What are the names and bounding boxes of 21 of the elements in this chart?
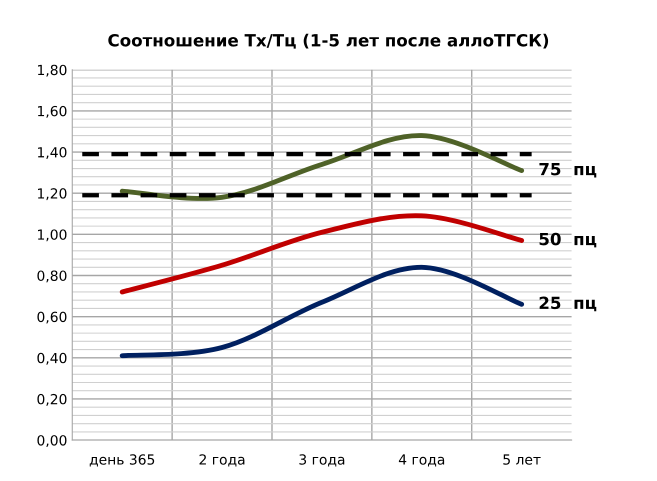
line-series: [120, 213, 524, 294]
x-tick-label: 4 года: [398, 454, 444, 466]
x-tick-label: 5 лет: [503, 454, 541, 465]
y-tick-label: 0,60: [37, 312, 66, 324]
y-tick-label: 0,00: [37, 435, 66, 448]
x-tick-label: 3 года: [299, 454, 344, 466]
y-tick-label: 1,40: [38, 147, 66, 159]
series-label: 50 пц: [540, 232, 596, 248]
series-label: 75 пц: [539, 163, 596, 178]
y-tick-label: 1,00: [38, 229, 66, 242]
x-tick-label: день 365: [90, 454, 154, 466]
y-tick-label: 0,20: [37, 394, 66, 406]
y-tick-label: 1,60: [38, 106, 66, 118]
x-tick-label: 2 года: [200, 454, 244, 466]
line-series: [120, 264, 524, 358]
y-tick-label: 1,20: [38, 188, 66, 200]
series-label: 25 пц: [540, 296, 596, 312]
y-tick-label: 0,40: [37, 352, 66, 365]
chart-title: Соотношение Tx/Tц (1-5 лет после аллоТГСК): [108, 34, 548, 49]
y-tick-label: 0,80: [37, 270, 66, 282]
y-tick-label: 1,80: [38, 64, 66, 77]
